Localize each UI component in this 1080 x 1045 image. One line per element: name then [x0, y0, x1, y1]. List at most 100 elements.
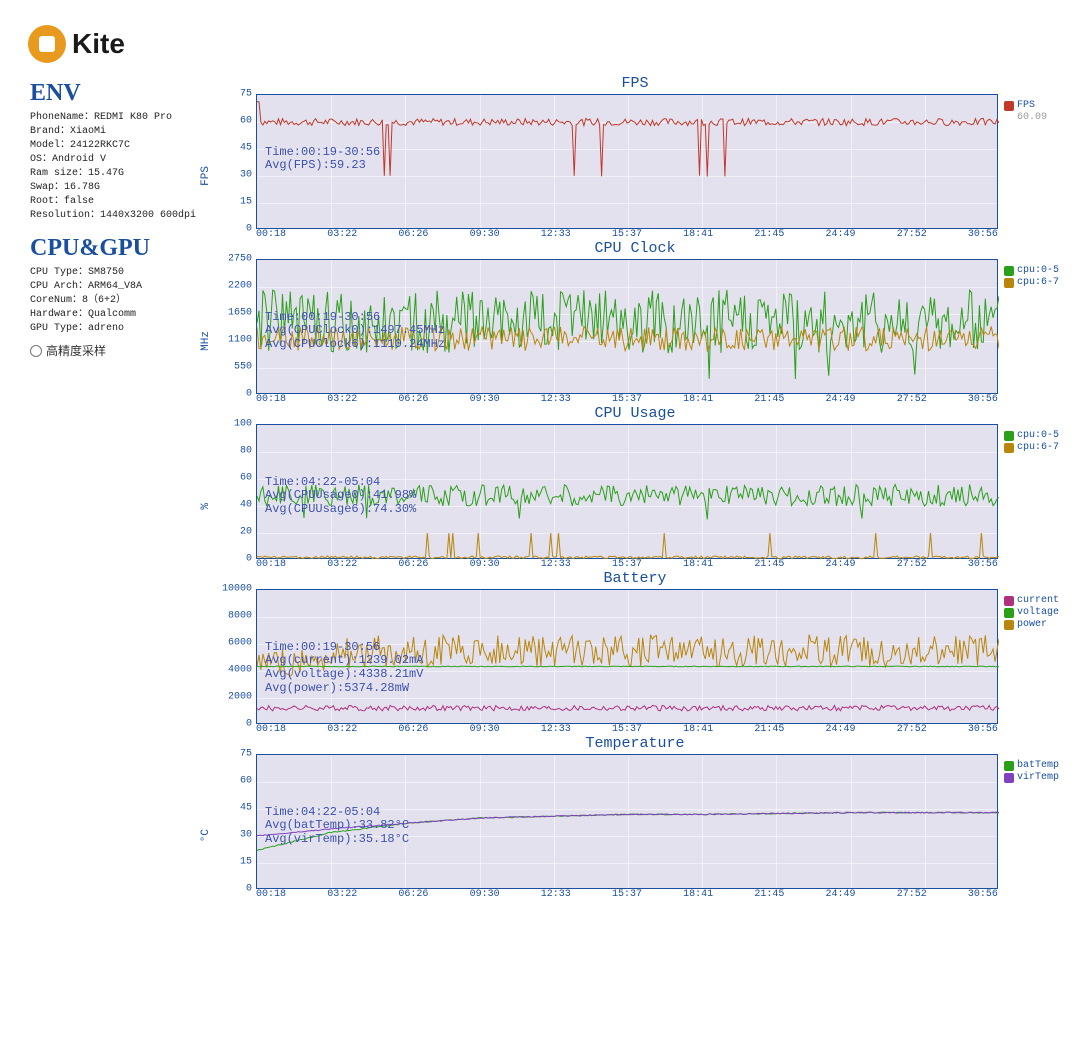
y-tick: 60: [240, 473, 252, 484]
chart-temperature: Temperature°C01530456075Time:04:22-05:04…: [200, 735, 1070, 900]
env-info-line: Ram size：15.47G: [30, 167, 190, 181]
y-axis-label: FPS: [200, 148, 218, 186]
legend-item: current: [1004, 595, 1068, 606]
cpugpu-info: CPU Type：SM8750CPU Arch：ARM64_V8ACoreNum…: [30, 266, 190, 336]
y-tick: 60: [240, 116, 252, 127]
env-info-line: PhoneName：REDMI K80 Pro: [30, 111, 190, 125]
x-tick: 06:26: [398, 559, 428, 570]
y-tick: 4000: [228, 665, 252, 676]
y-tick: 75: [240, 749, 252, 760]
cpugpu-info-line: CPU Arch：ARM64_V8A: [30, 280, 190, 294]
x-tick: 18:41: [683, 889, 713, 900]
y-tick: 40: [240, 500, 252, 511]
sampling-radio[interactable]: [30, 345, 42, 357]
x-tick: 18:41: [683, 394, 713, 405]
y-tick: 45: [240, 803, 252, 814]
x-tick: 09:30: [470, 889, 500, 900]
legend-item: batTemp: [1004, 760, 1068, 771]
legend-value: 60.09: [1017, 112, 1068, 123]
x-tick: 15:37: [612, 229, 642, 240]
sampling-option[interactable]: 高精度采样: [30, 342, 190, 359]
x-tick: 27:52: [897, 559, 927, 570]
plot-area: Time:04:22-05:04Avg(batTemp):33.82°CAvg(…: [256, 754, 998, 889]
x-tick: 09:30: [470, 394, 500, 405]
env-title: ENV: [30, 80, 190, 107]
x-tick: 09:30: [470, 724, 500, 735]
x-tick: 24:49: [826, 889, 856, 900]
legend-swatch: [1004, 620, 1014, 630]
x-tick: 12:33: [541, 559, 571, 570]
x-tick: 15:37: [612, 724, 642, 735]
x-tick: 24:49: [826, 229, 856, 240]
x-tick: 30:56: [968, 724, 998, 735]
x-tick: 06:26: [398, 229, 428, 240]
env-info-line: Model：24122RKC7C: [30, 139, 190, 153]
legend-swatch: [1004, 266, 1014, 276]
x-tick: 00:18: [256, 394, 286, 405]
chart-title: CPU Usage: [200, 405, 1070, 422]
x-tick: 15:37: [612, 559, 642, 570]
x-tick: 18:41: [683, 559, 713, 570]
y-tick: 45: [240, 143, 252, 154]
x-tick: 03:22: [327, 394, 357, 405]
x-tick: 27:52: [897, 394, 927, 405]
chart-title: Battery: [200, 570, 1070, 587]
x-tick: 18:41: [683, 229, 713, 240]
legend-item: cpu:0-5: [1004, 430, 1068, 441]
chart-overlay: Time:04:22-05:04Avg(batTemp):33.82°CAvg(…: [265, 806, 409, 847]
y-tick: 1100: [228, 335, 252, 346]
y-tick: 15: [240, 197, 252, 208]
x-tick: 12:33: [541, 394, 571, 405]
env-info: PhoneName：REDMI K80 ProBrand：XiaoMiModel…: [30, 111, 190, 223]
x-tick: 27:52: [897, 889, 927, 900]
x-tick: 24:49: [826, 724, 856, 735]
env-info-line: OS：Android V: [30, 153, 190, 167]
env-info-line: Resolution：1440x3200 600dpi: [30, 209, 190, 223]
charts-area: FPS FPS 0 15 30 45 60 75 Time:00:19-30:56Avg(FPS…: [200, 75, 1070, 900]
legend: FPS60.09: [998, 94, 1068, 123]
legend-swatch: [1004, 278, 1014, 288]
logo-icon: [28, 25, 66, 63]
sidebar: ENV PhoneName：REDMI K80 ProBrand：XiaoMiM…: [30, 80, 190, 359]
y-axis-label: %: [200, 485, 218, 510]
y-tick: 10000: [222, 584, 252, 595]
x-tick: 27:52: [897, 229, 927, 240]
y-tick: 2750: [228, 254, 252, 265]
chart-title: FPS: [200, 75, 1070, 92]
x-tick: 21:45: [754, 229, 784, 240]
legend-swatch: [1004, 596, 1014, 606]
legend-swatch: [1004, 431, 1014, 441]
chart-fps: FPSFPS01530456075Time:00:19-30:56Avg(FPS…: [200, 75, 1070, 240]
legend-swatch: [1004, 761, 1014, 771]
x-tick: 30:56: [968, 229, 998, 240]
x-tick: 06:26: [398, 394, 428, 405]
chart-battery: Battery0200040006000800010000Time:00:19-…: [200, 570, 1070, 735]
x-tick: 00:18: [256, 229, 286, 240]
x-tick: 30:56: [968, 394, 998, 405]
x-tick: 00:18: [256, 889, 286, 900]
legend: cpu:0-5cpu:6-7: [998, 424, 1068, 454]
x-tick: 06:26: [398, 724, 428, 735]
logo-text: Kite: [72, 28, 125, 60]
x-tick: 21:45: [754, 724, 784, 735]
y-tick: 30: [240, 830, 252, 841]
plot-area: Time:00:19-30:56Avg(CPUClock0):1497.45MH…: [256, 259, 998, 394]
y-tick: 80: [240, 446, 252, 457]
plot-area: Time:00:19-30:56Avg(FPS):59.23: [256, 94, 998, 229]
chart-overlay: Time:00:19-30:56Avg(current):1239.02mAAv…: [265, 641, 423, 696]
legend: batTempvirTemp: [998, 754, 1068, 784]
x-tick: 18:41: [683, 724, 713, 735]
y-tick: 1650: [228, 308, 252, 319]
legend-swatch: [1004, 773, 1014, 783]
legend-item: cpu:0-5: [1004, 265, 1068, 276]
x-tick: 09:30: [470, 229, 500, 240]
cpugpu-info-line: GPU Type：adreno: [30, 322, 190, 336]
legend-swatch: [1004, 608, 1014, 618]
chart-title: Temperature: [200, 735, 1070, 752]
y-tick: 100: [234, 419, 252, 430]
plot-area: Time:00:19-30:56Avg(current):1239.02mAAv…: [256, 589, 998, 724]
y-tick: 0: [246, 554, 252, 565]
legend: cpu:0-5cpu:6-7: [998, 259, 1068, 289]
y-tick: 8000: [228, 611, 252, 622]
cpugpu-title: CPU&GPU: [30, 235, 190, 262]
